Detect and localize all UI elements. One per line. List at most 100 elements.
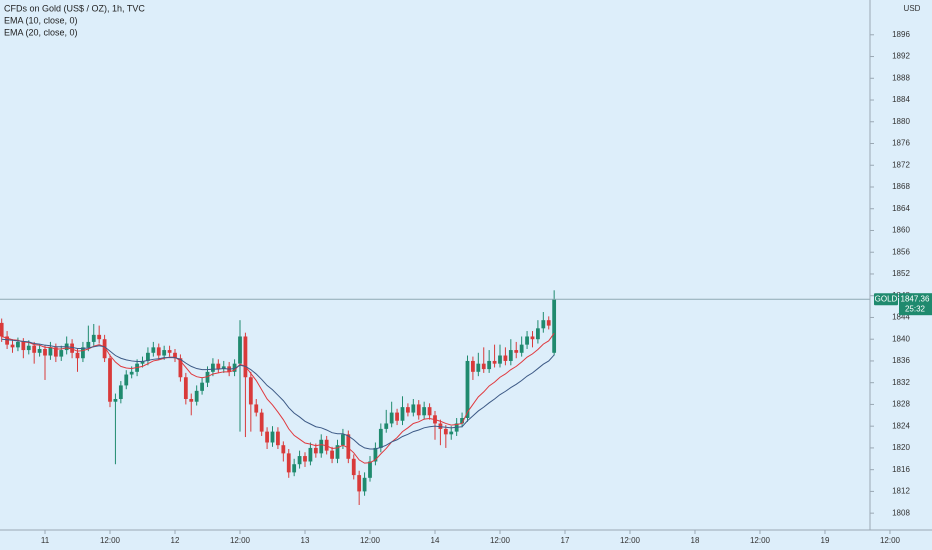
candle-body bbox=[400, 407, 405, 421]
y-tick-label: 1840 bbox=[892, 334, 910, 343]
candle-body bbox=[416, 404, 421, 416]
candle-body bbox=[162, 350, 167, 356]
x-tick-label: 12:00 bbox=[880, 536, 901, 545]
candle-body bbox=[503, 355, 508, 361]
y-tick-label: 1816 bbox=[892, 465, 910, 474]
x-tick-label: 12:00 bbox=[620, 536, 641, 545]
y-tick-label: 1828 bbox=[892, 400, 910, 409]
candle-body bbox=[297, 456, 302, 465]
y-tick-label: 1812 bbox=[892, 487, 910, 496]
y-tick-label: 1860 bbox=[892, 226, 910, 235]
y-tick-label: 1892 bbox=[892, 52, 910, 61]
candle-body bbox=[254, 404, 259, 413]
candle-body bbox=[357, 475, 362, 492]
y-tick-label: 1852 bbox=[892, 269, 910, 278]
candle-body bbox=[178, 358, 183, 378]
symbol-label: GOLD bbox=[875, 294, 898, 303]
candle-body bbox=[362, 477, 367, 492]
candle-body bbox=[216, 363, 221, 370]
candle-body bbox=[97, 334, 102, 340]
candle-body bbox=[48, 347, 53, 356]
y-tick-label: 1884 bbox=[892, 95, 910, 104]
candle-body bbox=[378, 428, 383, 448]
candle-body bbox=[308, 447, 313, 462]
candle-body bbox=[113, 398, 118, 402]
candle-body bbox=[211, 363, 215, 372]
candle-body bbox=[438, 423, 443, 429]
y-tick-label: 1832 bbox=[892, 378, 910, 387]
candle-body bbox=[476, 363, 481, 372]
y-tick-label: 1808 bbox=[892, 508, 910, 517]
candle-body bbox=[173, 352, 177, 359]
candle-body bbox=[81, 347, 85, 359]
x-tick-label: 12:00 bbox=[490, 536, 511, 545]
candle-body bbox=[238, 336, 242, 364]
candle-body bbox=[194, 390, 199, 402]
candle-body bbox=[232, 363, 237, 372]
y-tick-label: 1876 bbox=[892, 139, 910, 148]
candle-body bbox=[373, 447, 378, 462]
candle-body bbox=[286, 453, 291, 473]
y-tick-label: 1880 bbox=[892, 117, 910, 126]
candle-body bbox=[552, 299, 557, 353]
x-tick-label: 19 bbox=[821, 536, 830, 545]
x-tick-label: 14 bbox=[431, 536, 440, 545]
y-tick-label: 1888 bbox=[892, 73, 910, 82]
candle-body bbox=[519, 344, 524, 353]
x-tick-label: 12:00 bbox=[100, 536, 121, 545]
y-tick-label: 1844 bbox=[892, 313, 910, 322]
price-axis-panel bbox=[870, 0, 932, 550]
y-tick-label: 1872 bbox=[892, 160, 910, 169]
candle-body bbox=[346, 434, 351, 459]
candle-body bbox=[460, 418, 464, 424]
chart-title: CFDs on Gold (US$ / OZ), 1h, TVC bbox=[4, 3, 145, 13]
legend-entry: EMA (10, close, 0) bbox=[4, 15, 78, 25]
candle-body bbox=[86, 341, 91, 348]
candle-body bbox=[118, 385, 123, 399]
candle-body bbox=[140, 360, 145, 364]
candle-body bbox=[70, 343, 74, 353]
y-tick-label: 1836 bbox=[892, 356, 910, 365]
candle-body bbox=[530, 336, 535, 340]
candle-body bbox=[411, 404, 416, 413]
legend-entry: EMA (20, close, 0) bbox=[4, 27, 78, 37]
candle-body bbox=[124, 374, 129, 386]
candle-body bbox=[265, 431, 269, 443]
y-tick-label: 1824 bbox=[892, 421, 910, 430]
candle-body bbox=[243, 336, 248, 378]
candle-body bbox=[167, 350, 172, 353]
candle-body bbox=[341, 434, 345, 446]
candle-body bbox=[221, 366, 226, 370]
candle-body bbox=[449, 431, 454, 435]
candle-body bbox=[26, 345, 31, 351]
ema-line bbox=[1, 338, 555, 450]
currency-label: USD bbox=[904, 4, 921, 13]
y-tick-label: 1896 bbox=[892, 30, 910, 39]
x-tick-label: 18 bbox=[691, 536, 700, 545]
candle-body bbox=[248, 377, 253, 405]
candle-body bbox=[0, 322, 4, 337]
candle-body bbox=[514, 350, 519, 353]
candle-body bbox=[427, 407, 432, 416]
candle-body bbox=[292, 464, 297, 473]
y-tick-label: 1820 bbox=[892, 443, 910, 452]
candle-body bbox=[5, 336, 9, 345]
candle-body bbox=[75, 352, 80, 359]
candle-body bbox=[546, 320, 551, 326]
candle-body bbox=[541, 320, 546, 329]
candle-body bbox=[471, 360, 475, 372]
candle-body bbox=[151, 347, 156, 353]
candle-body bbox=[406, 407, 410, 413]
candle-body bbox=[465, 360, 470, 419]
candle-body bbox=[21, 341, 26, 351]
last-price-label: 1847.36 bbox=[901, 294, 930, 303]
candle-body bbox=[384, 423, 389, 429]
candle-body bbox=[32, 345, 37, 353]
candle-body bbox=[259, 412, 264, 432]
candle-body bbox=[313, 447, 318, 454]
x-tick-label: 17 bbox=[561, 536, 570, 545]
countdown-label: 25:32 bbox=[905, 304, 926, 313]
candle-body bbox=[281, 445, 286, 454]
candle-body bbox=[53, 347, 58, 357]
